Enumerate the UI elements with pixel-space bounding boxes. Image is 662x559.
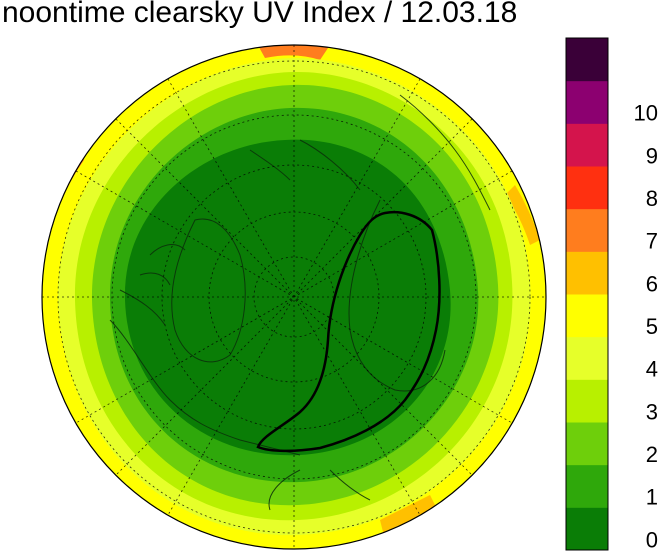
colorbar-band-4 — [566, 336, 608, 380]
colorbar-band-1 — [566, 464, 608, 508]
colorbar-band-9 — [566, 123, 608, 167]
coastline-north-america — [109, 289, 301, 456]
colorbar-band-5 — [566, 294, 608, 338]
colorbar-label-7: 7 — [646, 229, 658, 254]
colorbar-band-0 — [566, 507, 608, 551]
anomaly-contour — [256, 211, 441, 453]
colorbar-band-6 — [566, 251, 608, 295]
coastline-east-asia — [399, 94, 491, 211]
colorbar-label-9: 9 — [646, 143, 658, 168]
meridian-line-8 — [75, 170, 513, 424]
colorbar-band-10 — [566, 80, 608, 124]
uv-band-0 — [124, 139, 451, 456]
colorbar-label-0: 0 — [646, 527, 658, 552]
colorbar-label-5: 5 — [646, 314, 658, 339]
coastline-eurasia — [249, 139, 446, 392]
coastline-canadian-islands — [139, 244, 186, 286]
coastline-europe — [268, 469, 371, 511]
colorbar-band-2 — [566, 422, 608, 466]
colorbar-band-3 — [566, 379, 608, 423]
coastline-greenland — [171, 218, 246, 363]
colorbar-band-7 — [566, 208, 608, 252]
colorbar-label-8: 8 — [646, 186, 658, 211]
uv-band-6-patch-top — [255, 45, 330, 60]
colorbar-band-8 — [566, 166, 608, 210]
colorbar-label-1: 1 — [646, 485, 658, 510]
colorbar-band-11 — [566, 38, 608, 82]
colorbar-label-3: 3 — [646, 399, 658, 424]
colorbar-border — [565, 37, 609, 551]
map-border — [41, 44, 547, 550]
colorbar-label-6: 6 — [646, 271, 658, 296]
colorbar-label-2: 2 — [646, 442, 658, 467]
chart-title: noontime clearsky UV Index / 12.03.18 — [2, 0, 518, 29]
uv-band-6-patch-right — [505, 185, 540, 245]
colorbar-label-10: 10 — [634, 101, 658, 126]
colorbar-label-4: 4 — [646, 357, 658, 382]
